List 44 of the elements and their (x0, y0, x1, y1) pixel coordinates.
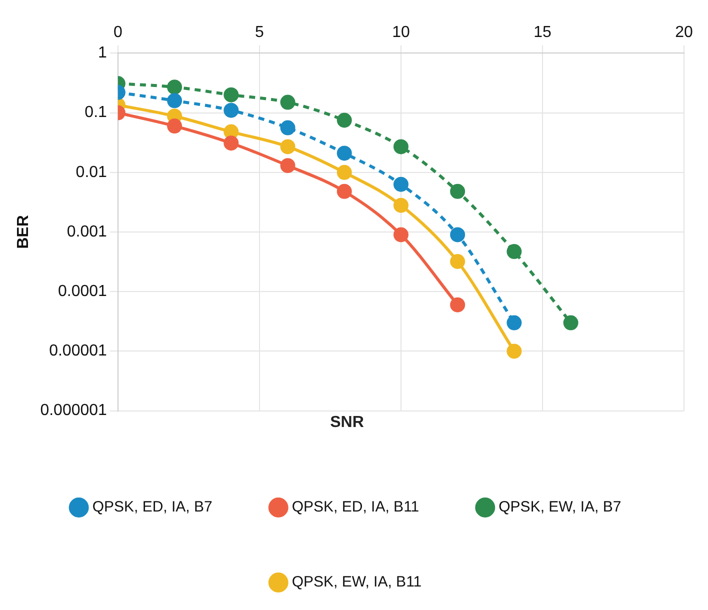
point (280, 139, 296, 154)
point (224, 136, 239, 151)
y-tick-label: 0.001 (66, 223, 108, 240)
x-tick-label: 20 (675, 24, 693, 42)
y-tick-label: 0.01 (76, 164, 108, 181)
x-tick-label: 0 (113, 24, 122, 42)
point (450, 297, 466, 312)
point (167, 93, 182, 108)
y-tick-label: 0.0001 (58, 283, 108, 300)
point (450, 184, 466, 199)
point (393, 227, 408, 242)
y-tick-label: 0.00001 (49, 342, 108, 360)
point (506, 344, 522, 359)
point (506, 315, 522, 330)
point (336, 112, 352, 128)
point (393, 176, 408, 192)
point (393, 139, 408, 154)
legend-label: QPSK, ED, IA, B11 (292, 498, 420, 516)
point (336, 146, 352, 161)
y-tick-label: 0.000001 (40, 402, 108, 420)
point (563, 315, 578, 330)
point (280, 120, 296, 136)
point (450, 254, 466, 269)
point (393, 198, 408, 213)
point (167, 80, 182, 95)
point (224, 87, 239, 102)
legend-label: QPSK, EW, IA, B11 (292, 574, 422, 591)
x-tick-label: 15 (534, 24, 552, 42)
y-tick-label: 1 (98, 44, 108, 62)
x-axis-title: SNR (330, 414, 364, 432)
point (336, 184, 352, 199)
point (280, 94, 296, 110)
legend-label: QPSK, ED, IA, B7 (92, 498, 212, 516)
point (450, 227, 466, 242)
point (336, 164, 352, 180)
x-tick-label: 5 (255, 24, 264, 42)
point (506, 244, 522, 260)
x-tick-label: 10 (392, 24, 410, 42)
y-axis-title: BER (15, 214, 32, 249)
point (224, 102, 239, 118)
point (167, 118, 182, 134)
point (280, 158, 296, 174)
y-tick-label: 0.1 (84, 104, 108, 122)
legend-label: QPSK, EW, IA, B7 (498, 498, 622, 516)
